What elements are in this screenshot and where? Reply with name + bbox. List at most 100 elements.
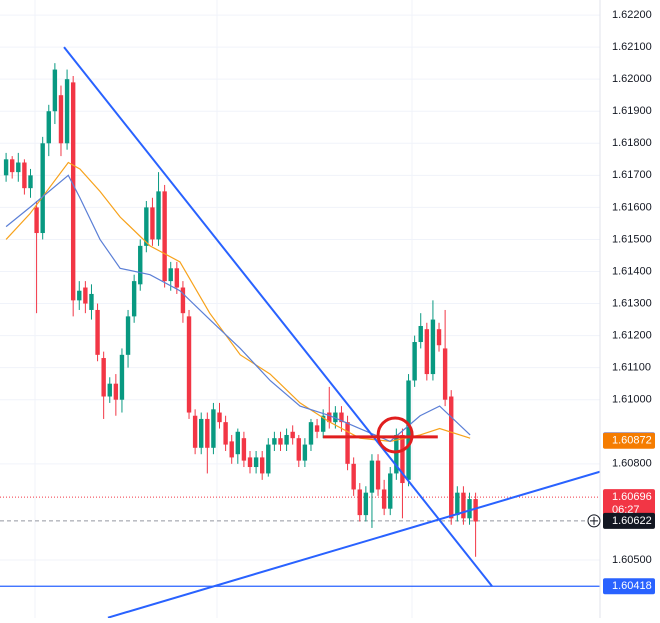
- candle-body: [156, 191, 161, 240]
- candle-body: [333, 412, 338, 423]
- candle-body: [95, 309, 100, 355]
- candle-body: [442, 348, 448, 400]
- candle-body: [205, 418, 210, 448]
- candle-body: [186, 316, 192, 413]
- candle-body: [327, 412, 332, 423]
- candle-body: [424, 329, 430, 375]
- price-label-box: [603, 512, 655, 529]
- candle-body: [345, 422, 350, 464]
- candle-body: [58, 95, 64, 144]
- candle-body: [388, 473, 393, 509]
- candle-body: [89, 293, 94, 310]
- candle-body: [83, 287, 88, 304]
- y-tick-label: 1.60800: [612, 458, 652, 470]
- candle-body: [259, 457, 265, 474]
- candle-body: [339, 412, 344, 423]
- candle-body: [320, 415, 326, 432]
- candle-body: [357, 489, 362, 516]
- candle-body: [34, 207, 39, 234]
- candle-body: [64, 79, 70, 144]
- y-tick-label: 1.61100: [612, 362, 651, 374]
- candle-body: [70, 82, 76, 301]
- candle-body: [406, 380, 411, 480]
- plus-sign: [590, 516, 598, 525]
- price-label-box: [603, 578, 655, 595]
- candle-body: [235, 431, 241, 455]
- y-tick-label: 1.61900: [612, 105, 652, 117]
- circle-marker: [376, 416, 414, 454]
- candle-body: [131, 281, 137, 317]
- candle-body: [211, 409, 216, 448]
- candle-body: [9, 159, 15, 173]
- candle-body: [150, 207, 155, 240]
- price-label: 1.60696: [612, 491, 652, 503]
- y-tick-label: 1.62200: [612, 9, 652, 21]
- price-label-box: [603, 432, 655, 449]
- candle-body: [412, 342, 417, 381]
- candle-body: [138, 245, 143, 285]
- candle-body: [449, 396, 454, 519]
- trend-line: [107, 470, 600, 618]
- candle-body: [272, 438, 277, 445]
- candle-body: [430, 319, 436, 375]
- candle-body: [77, 290, 82, 301]
- y-tick-label: 1.61300: [612, 297, 652, 309]
- candle-body: [180, 287, 186, 314]
- y-tick-label: 1.61000: [612, 394, 652, 406]
- candle-body: [40, 143, 45, 234]
- y-tick-label: 1.61200: [612, 330, 652, 342]
- candle-body: [192, 415, 198, 448]
- candle-body: [162, 191, 167, 282]
- candle-body: [28, 175, 33, 189]
- candle-body: [290, 431, 295, 439]
- candle-body: [168, 268, 173, 282]
- trend-line: [63, 46, 493, 587]
- y-tick-label: 1.61500: [612, 233, 652, 245]
- candle-body: [16, 162, 21, 173]
- candle-body: [455, 492, 460, 516]
- y-tick-label: 1.62000: [612, 73, 652, 85]
- candle-body: [473, 499, 478, 522]
- candle-body: [266, 444, 271, 474]
- candle-body: [22, 162, 27, 189]
- candle-body: [436, 329, 442, 346]
- candle-body: [119, 354, 125, 400]
- candle-body: [394, 434, 399, 474]
- candle-body: [174, 268, 180, 288]
- candle-body: [400, 434, 405, 484]
- candle-body: [284, 434, 289, 445]
- candle-body: [241, 438, 247, 461]
- candle-body: [467, 499, 472, 519]
- candle-body: [52, 69, 58, 112]
- price-label: 1.60622: [612, 515, 652, 527]
- candle-body: [125, 316, 131, 355]
- candle-body: [369, 460, 375, 493]
- candle-body: [107, 383, 112, 397]
- candle-body: [363, 492, 369, 516]
- y-tick-label: 1.61600: [612, 201, 652, 213]
- plot: [0, 0, 600, 618]
- y-tick-label: 1.62100: [612, 41, 652, 53]
- candle-body: [199, 418, 204, 448]
- candle-body: [113, 383, 119, 400]
- candle-body: [302, 444, 308, 461]
- candle-body: [253, 457, 259, 468]
- candle-body: [278, 438, 283, 445]
- candle-body: [247, 457, 253, 468]
- candle-body: [461, 492, 466, 519]
- candle-body: [351, 463, 356, 490]
- price-label-box: [603, 489, 655, 520]
- candle-body: [314, 425, 320, 432]
- y-tick-label: 1.60500: [612, 554, 652, 566]
- candle-body: [381, 489, 387, 509]
- candle-body: [144, 207, 149, 246]
- candle-body: [46, 111, 51, 144]
- y-tick-label: 1.61800: [612, 137, 652, 149]
- candle-body: [217, 412, 222, 423]
- candle-body: [308, 422, 314, 445]
- candle-body: [3, 159, 9, 176]
- countdown: 06:27: [612, 504, 640, 516]
- candle-body: [296, 438, 301, 461]
